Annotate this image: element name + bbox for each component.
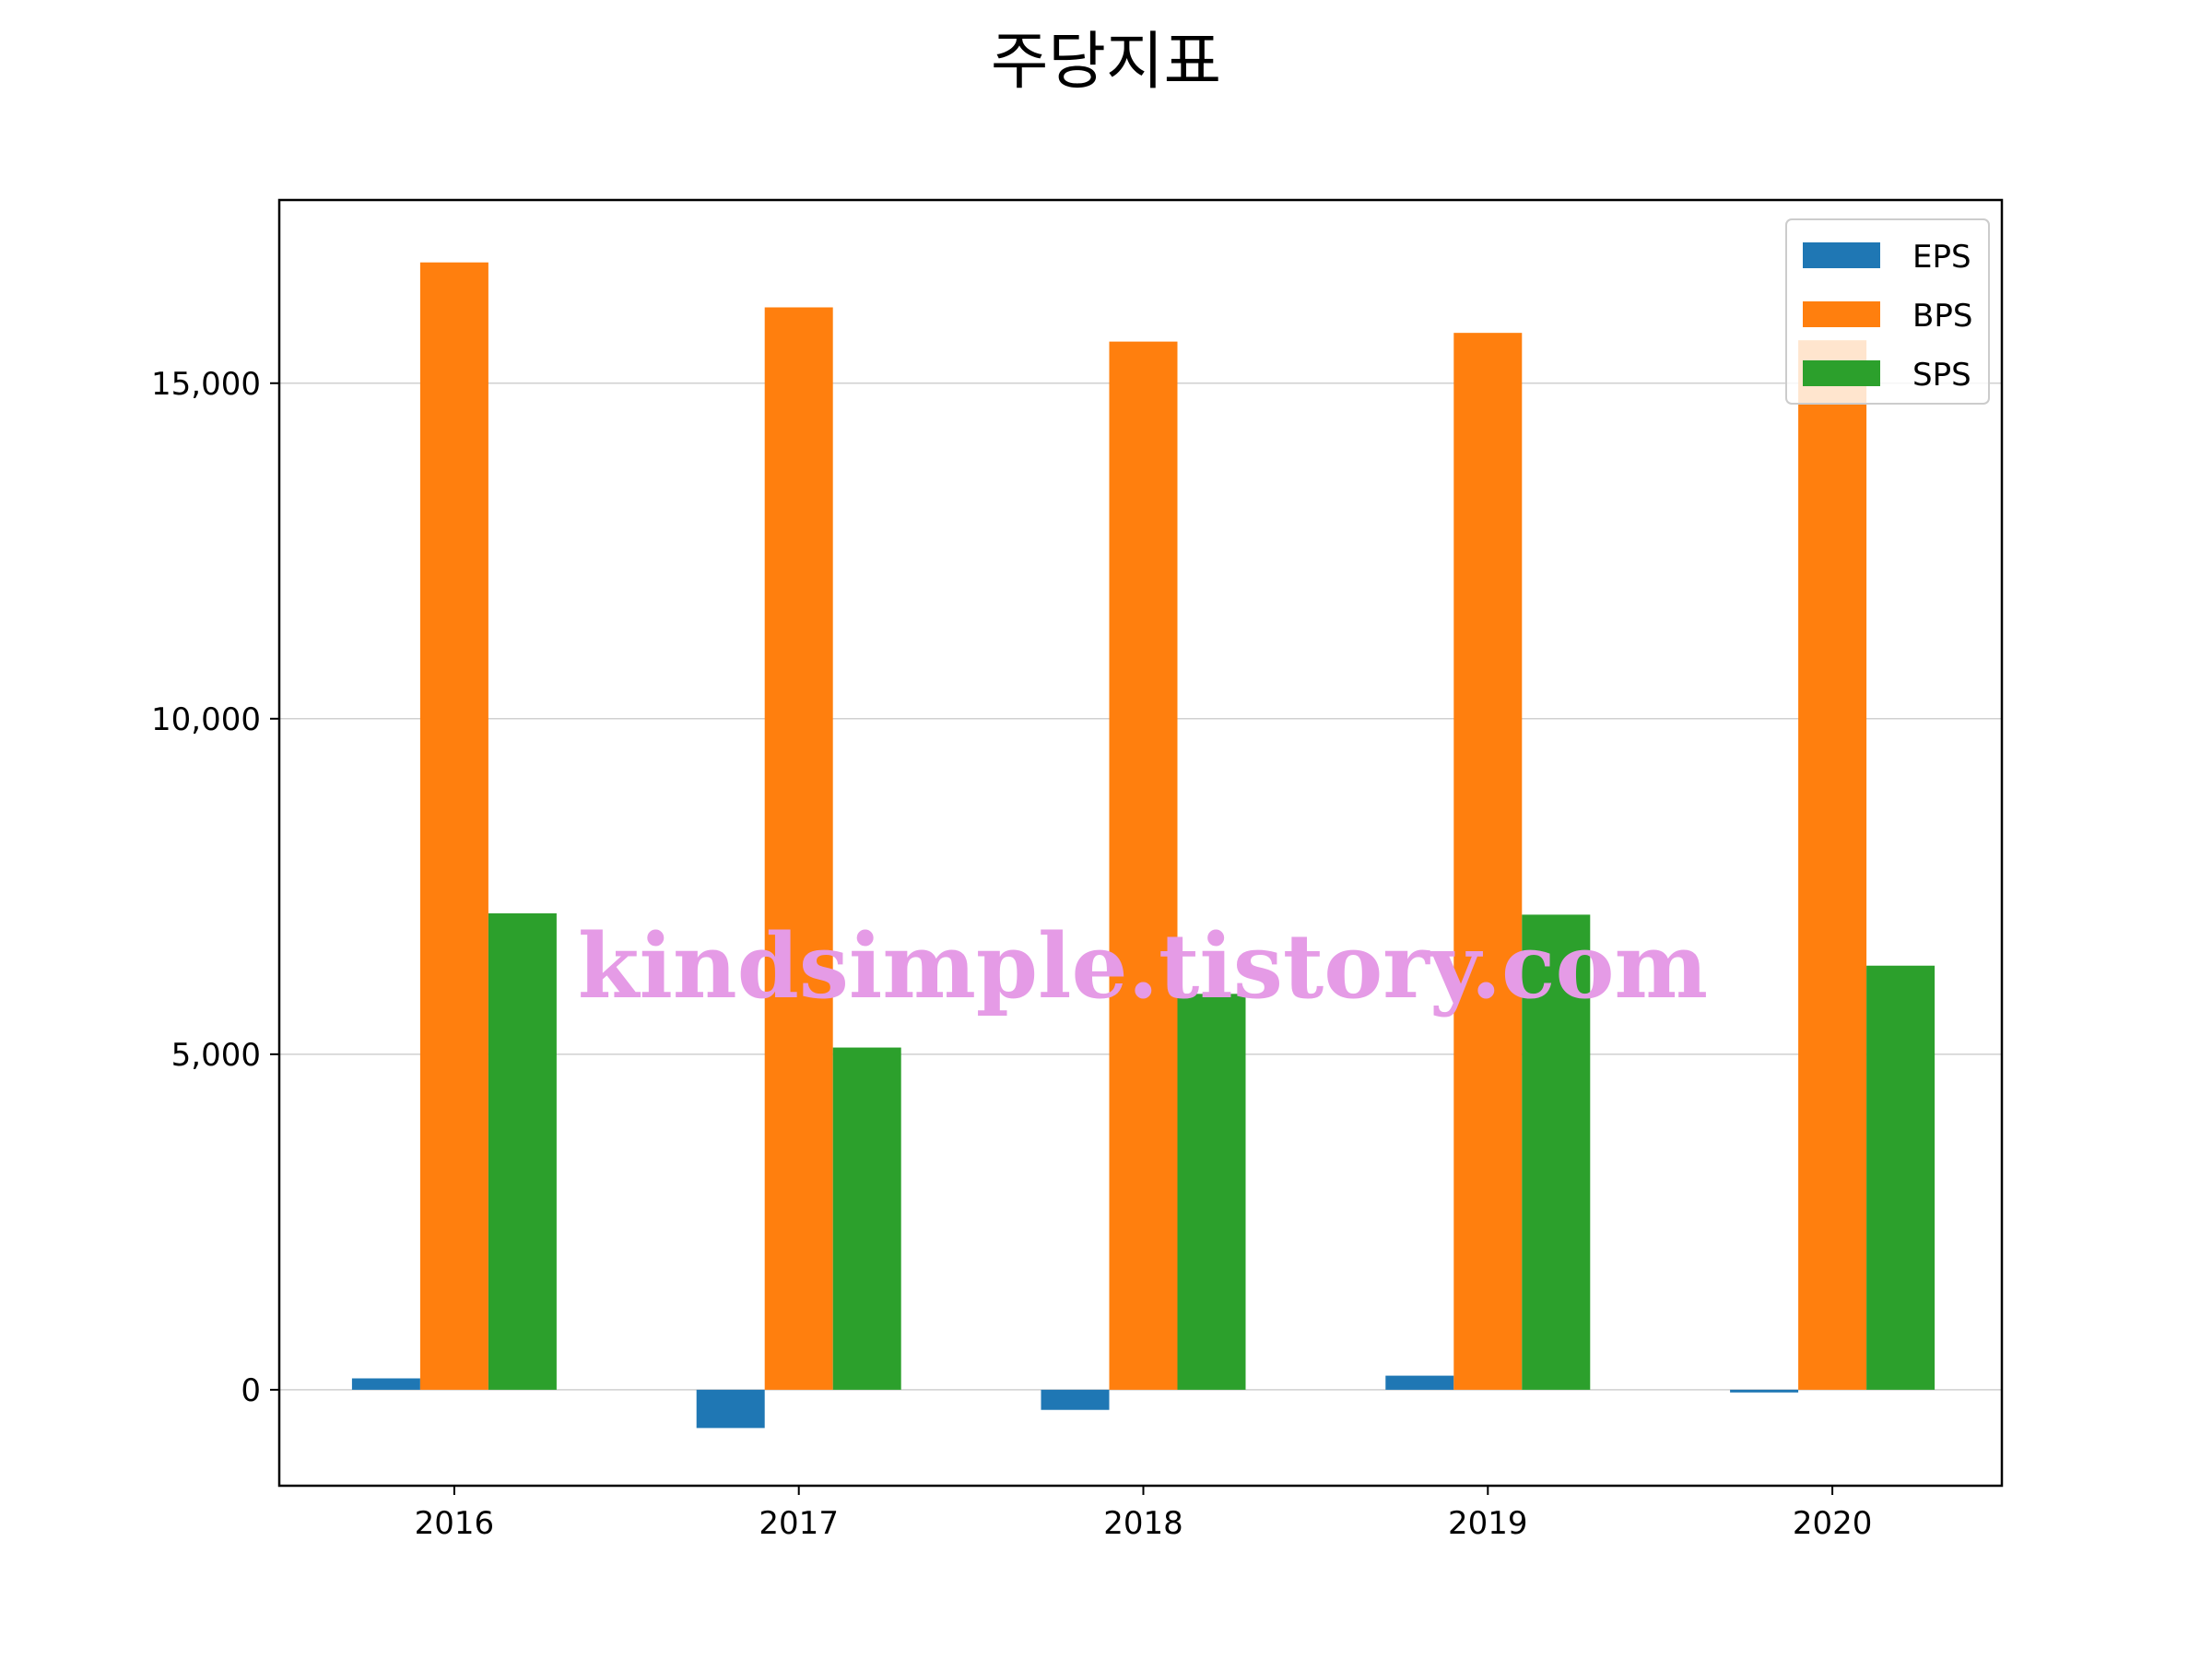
bar-sps-2017 <box>832 1047 901 1390</box>
legend-swatch-sps <box>1803 360 1880 386</box>
legend-label-sps: SPS <box>1912 357 1971 394</box>
legend: EPS BPS SPS <box>1785 218 1990 405</box>
legend-label-eps: EPS <box>1912 239 1971 276</box>
bar-eps-2020 <box>1730 1389 1799 1393</box>
x-axis: 2016 2017 2018 2019 2020 <box>415 1486 1873 1542</box>
legend-swatch-bps <box>1803 301 1880 327</box>
x-tick-label: 2017 <box>759 1505 839 1542</box>
bar-sps-2016 <box>488 912 557 1390</box>
plot-frame <box>277 198 2004 1488</box>
chart-title: 주당지표 <box>991 26 1221 99</box>
y-tick-label: 5,000 <box>171 1037 261 1074</box>
bar-eps-2017 <box>696 1389 765 1429</box>
bar-eps-2019 <box>1385 1375 1454 1390</box>
x-tick-label: 2020 <box>1793 1505 1873 1542</box>
y-tick-label: 15,000 <box>151 366 261 403</box>
bar-bps-2019 <box>1453 333 1523 1390</box>
bar-sps-2019 <box>1522 914 1591 1390</box>
bar-sps-2020 <box>1866 965 1936 1390</box>
legend-swatch-eps <box>1803 242 1880 268</box>
bar-bps-2017 <box>764 307 833 1390</box>
y-tick-label: 10,000 <box>151 701 261 738</box>
bars <box>351 262 1936 1429</box>
bar-eps-2016 <box>351 1378 420 1390</box>
x-tick-label: 2016 <box>415 1505 495 1542</box>
y-tick-label: 0 <box>241 1372 261 1409</box>
x-tick-label: 2018 <box>1103 1505 1183 1542</box>
y-axis: 0 5,000 10,000 15,000 <box>151 366 279 1409</box>
x-tick-label: 2019 <box>1448 1505 1528 1542</box>
bar-bps-2016 <box>419 262 488 1390</box>
bar-sps-2018 <box>1177 994 1246 1390</box>
bar-bps-2018 <box>1109 341 1178 1390</box>
legend-label-bps: BPS <box>1912 298 1972 335</box>
bar-eps-2018 <box>1041 1389 1110 1410</box>
watermark: kindsimple.tistory.com <box>578 914 1708 1018</box>
bar-bps-2020 <box>1798 340 1867 1390</box>
